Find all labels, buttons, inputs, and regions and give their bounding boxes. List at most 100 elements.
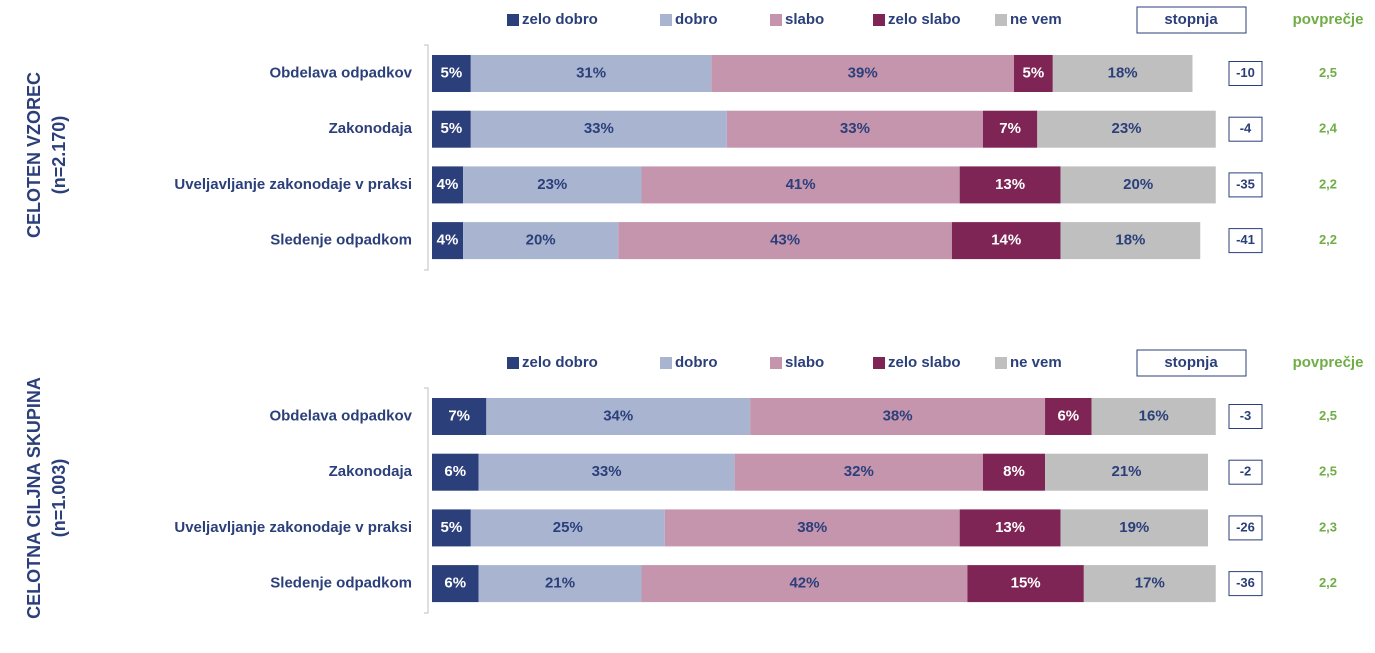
value-label: 31% xyxy=(576,64,606,81)
legend-swatch xyxy=(995,357,1007,369)
bar-segment xyxy=(959,166,1061,204)
value-label: 13% xyxy=(995,519,1025,536)
legend-swatch xyxy=(770,357,782,369)
net-header: stopnja xyxy=(1164,354,1218,371)
value-label: 6% xyxy=(444,463,466,480)
legend-label: zelo slabo xyxy=(888,354,961,371)
net-value: -4 xyxy=(1240,121,1252,136)
category-label: Obdelava odpadkov xyxy=(269,64,412,81)
legend-swatch xyxy=(660,14,672,26)
legend-label: ne vem xyxy=(1010,11,1062,28)
value-label: 14% xyxy=(991,232,1021,249)
mean-value: 2,5 xyxy=(1319,408,1337,423)
bar-segment xyxy=(1052,55,1193,92)
net-header: stopnja xyxy=(1164,11,1218,28)
value-label: 23% xyxy=(537,176,567,193)
value-label: 5% xyxy=(441,64,463,81)
category-label: Uveljavljanje zakonodaje v praksi xyxy=(174,176,412,193)
bar-segment xyxy=(463,222,619,260)
bar-segment xyxy=(1083,565,1216,603)
axis-bracket xyxy=(424,387,429,614)
bar-segment xyxy=(734,453,983,491)
value-label: 43% xyxy=(770,232,800,249)
bar-segment xyxy=(1037,110,1216,148)
value-label: 39% xyxy=(848,64,878,81)
bar-segment xyxy=(1091,398,1216,435)
value-label: 33% xyxy=(584,120,614,137)
value-label: 5% xyxy=(441,120,463,137)
bar-segment xyxy=(1060,509,1208,547)
legend-swatch xyxy=(770,14,782,26)
value-label: 33% xyxy=(840,120,870,137)
value-label: 4% xyxy=(437,232,459,249)
axis-bracket xyxy=(424,44,429,271)
net-box xyxy=(1228,404,1263,429)
category-label: Zakonodaja xyxy=(329,463,413,480)
mean-header: povprečje xyxy=(1293,11,1364,28)
group-title: CELOTNA CILJNA SKUPINA xyxy=(24,377,44,619)
bar-segment xyxy=(1045,453,1208,491)
value-label: 6% xyxy=(444,575,466,592)
value-label: 15% xyxy=(1011,575,1041,592)
bar-segment xyxy=(463,166,642,204)
value-label: 7% xyxy=(999,120,1021,137)
category-label: Sledenje odpadkom xyxy=(270,575,412,592)
net-box xyxy=(1228,172,1263,198)
value-label: 38% xyxy=(883,407,913,424)
net-header-box xyxy=(1136,349,1247,377)
bar-segment xyxy=(982,453,1046,491)
legend-swatch xyxy=(873,14,885,26)
value-label: 25% xyxy=(553,519,583,536)
group-subtitle: (n=1.003) xyxy=(49,459,69,538)
value-label: 19% xyxy=(1119,519,1149,536)
value-label: 20% xyxy=(526,232,556,249)
net-value: -2 xyxy=(1240,464,1252,479)
bar-segment xyxy=(470,55,712,92)
bar-segment xyxy=(951,222,1061,260)
bar-segment xyxy=(486,398,751,435)
legend-swatch xyxy=(995,14,1007,26)
legend-swatch xyxy=(507,357,519,369)
value-label: 20% xyxy=(1123,176,1153,193)
legend-swatch xyxy=(507,14,519,26)
value-label: 18% xyxy=(1115,232,1145,249)
bar-segment xyxy=(967,565,1084,603)
bar-segment xyxy=(432,565,479,603)
value-label: 42% xyxy=(789,575,819,592)
bar-segment xyxy=(750,398,1046,435)
bar-segment xyxy=(641,565,968,603)
bar-segment xyxy=(1014,55,1053,92)
value-label: 8% xyxy=(1003,463,1025,480)
legend-label: dobro xyxy=(675,354,718,371)
bar-segment xyxy=(478,453,735,491)
value-label: 16% xyxy=(1139,407,1169,424)
bar-segment xyxy=(470,509,665,547)
mean-value: 2,2 xyxy=(1319,575,1337,590)
net-value: -26 xyxy=(1236,519,1255,534)
net-box xyxy=(1228,228,1263,254)
value-label: 33% xyxy=(592,463,622,480)
bar-segment xyxy=(711,55,1014,92)
legend-label: dobro xyxy=(675,11,718,28)
value-label: 21% xyxy=(1112,463,1142,480)
category-label: Uveljavljanje zakonodaje v praksi xyxy=(174,519,412,536)
net-value: -36 xyxy=(1236,575,1255,590)
value-label: 41% xyxy=(786,176,816,193)
mean-value: 2,3 xyxy=(1319,519,1337,534)
value-label: 32% xyxy=(844,463,874,480)
legend-swatch xyxy=(660,357,672,369)
mean-value: 2,2 xyxy=(1319,232,1337,247)
bar-segment xyxy=(664,509,960,547)
mean-value: 2,5 xyxy=(1319,464,1337,479)
value-label: 18% xyxy=(1108,64,1138,81)
net-box xyxy=(1228,515,1263,541)
legend-label: zelo slabo xyxy=(888,11,961,28)
bar-segment xyxy=(432,453,479,491)
net-box xyxy=(1228,116,1263,142)
net-value: -35 xyxy=(1236,176,1255,191)
bar-segment xyxy=(432,55,471,92)
legend-label: ne vem xyxy=(1010,354,1062,371)
bar-segment xyxy=(618,222,952,260)
bar-segment xyxy=(1045,398,1092,435)
